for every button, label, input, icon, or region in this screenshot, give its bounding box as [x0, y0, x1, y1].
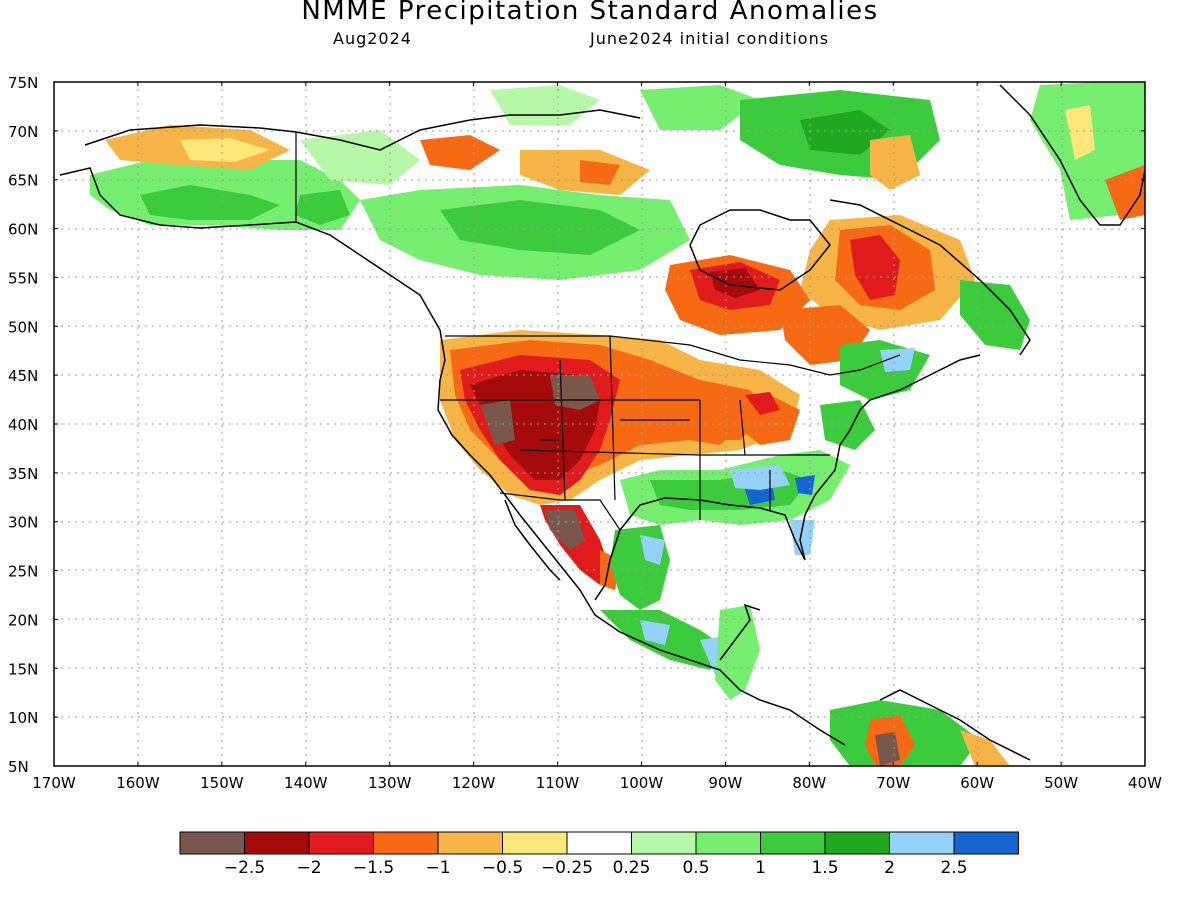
map-title: NMME Precipitation Standard Anomalies [301, 0, 879, 26]
lon-label: 140W [284, 774, 328, 792]
lat-axis: 75N 70N 65N 60N 55N 50N 45N 40N 35N 30N 25N 20N 15N 1… [8, 74, 1145, 776]
lat-label: 25N [8, 563, 38, 581]
colorbar-label: 1.5 [811, 858, 838, 878]
colorbar-label: −2.5 [224, 858, 265, 878]
colorbar-label: 2.5 [940, 858, 967, 878]
colorbar-label: −2 [296, 858, 321, 878]
colorbar-swatch [760, 831, 826, 855]
colorbar-legend: −2.5 −2 −1.5 −1 −0.5 −0.25 0.25 0.5 1 1.5 2 2.5 [179, 831, 1019, 878]
lat-label: 45N [8, 367, 38, 385]
lat-label: 35N [8, 465, 38, 483]
colorbar-swatch [953, 831, 1019, 855]
lat-label: 55N [8, 269, 38, 287]
lat-label: 20N [8, 611, 38, 629]
lat-label: 75N [8, 74, 38, 92]
colorbar-swatch [308, 831, 374, 855]
colorbar-label: −0.25 [541, 858, 593, 878]
lon-label: 130W [368, 774, 412, 792]
lon-label: 120W [452, 774, 496, 792]
colorbar-swatch [244, 831, 310, 855]
colorbar-swatch [824, 831, 890, 855]
colorbar-swatch [631, 831, 697, 855]
colorbar-swatch [889, 831, 955, 855]
colorbar-label: 0.25 [613, 858, 651, 878]
colorbar-swatch [566, 831, 632, 855]
lat-label: 50N [8, 318, 38, 336]
colorbar-swatch [695, 831, 761, 855]
colorbar-label: −1 [425, 858, 450, 878]
colorbar-swatch [373, 831, 439, 855]
lon-label: 40W [1128, 774, 1162, 792]
lon-label: 160W [116, 774, 160, 792]
colorbar-label: −1.5 [353, 858, 394, 878]
initial-conditions: June2024 initial conditions [590, 29, 830, 48]
colorbar-label: −0.5 [482, 858, 523, 878]
lon-label: 90W [708, 774, 742, 792]
lon-label: 80W [792, 774, 826, 792]
lon-label: 170W [32, 774, 76, 792]
lat-label: 60N [8, 221, 38, 239]
lon-label: 60W [960, 774, 994, 792]
lon-axis: 170W 160W 150W 140W 130W 120W 110W 100W 90W 80W 70… [32, 82, 1162, 792]
colorbar-label: 0.5 [682, 858, 709, 878]
political-borders [295, 132, 901, 532]
lat-label: 40N [8, 416, 38, 434]
colorbar-swatch [179, 831, 245, 855]
colorbar-label: 2 [884, 858, 895, 878]
lat-label: 30N [8, 514, 38, 532]
lon-label: 70W [876, 774, 910, 792]
lon-label: 150W [200, 774, 244, 792]
lon-label: 100W [620, 774, 664, 792]
lat-label: 65N [8, 172, 38, 190]
colorbar-swatch [437, 831, 503, 855]
lat-label: 5N [8, 758, 29, 776]
colorbar-swatch [502, 831, 568, 855]
colorbar-label: 1 [755, 858, 766, 878]
lat-label: 70N [8, 123, 38, 141]
lat-label: 15N [8, 660, 38, 678]
lat-label: 10N [8, 709, 38, 727]
valid-month: Aug2024 [333, 29, 412, 48]
lon-label: 50W [1044, 774, 1078, 792]
lon-label: 110W [536, 774, 580, 792]
lon-gridlines [137, 82, 1063, 766]
